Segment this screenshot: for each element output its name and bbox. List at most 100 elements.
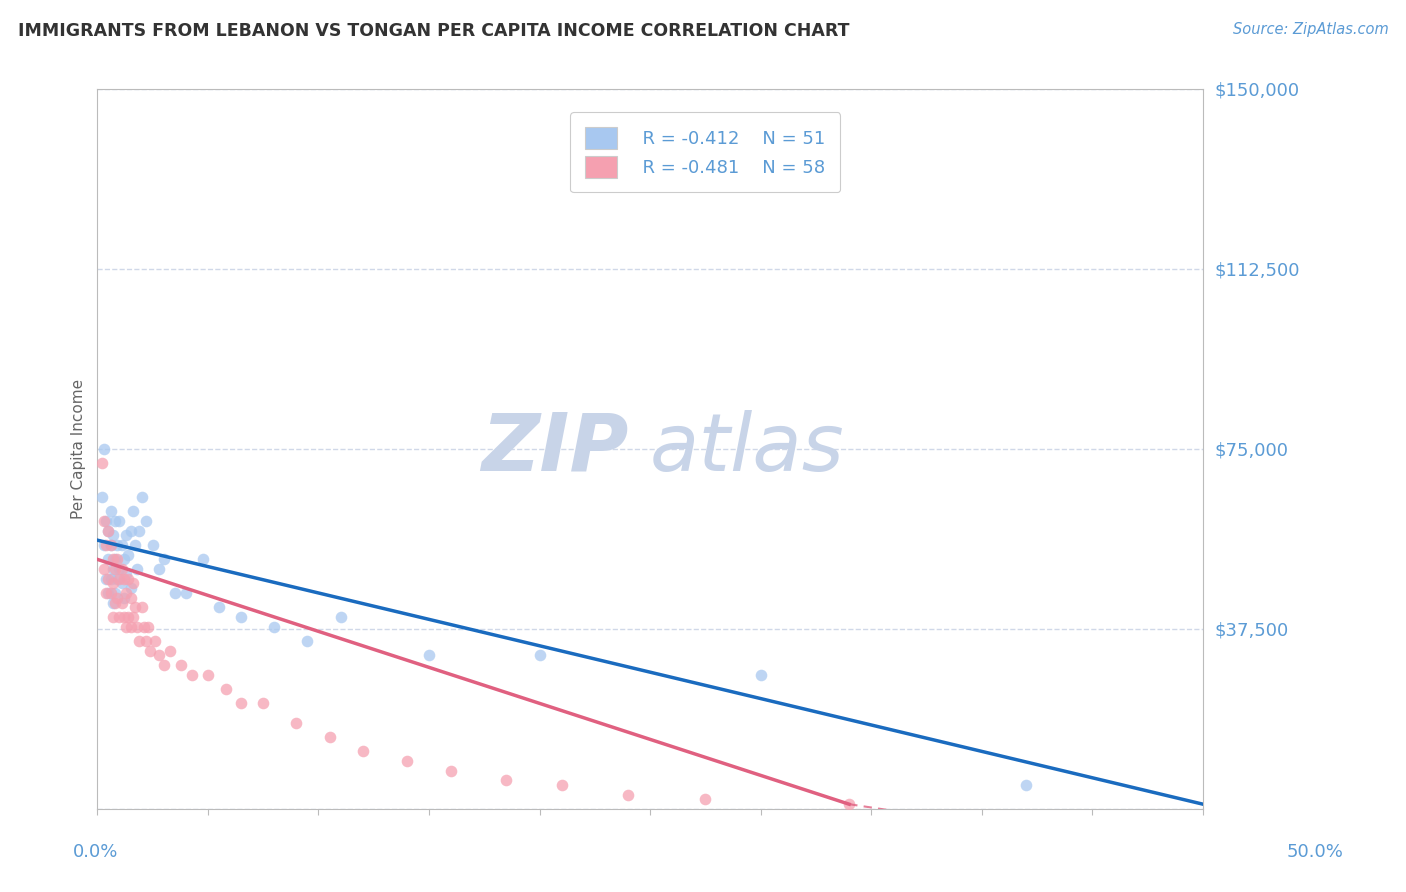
Point bbox=[101, 610, 124, 624]
Point bbox=[135, 514, 157, 528]
Point bbox=[100, 504, 122, 518]
Legend:   R = -0.412    N = 51,   R = -0.481    N = 58: R = -0.412 N = 51, R = -0.481 N = 58 bbox=[569, 112, 841, 193]
Point bbox=[174, 586, 197, 600]
Point bbox=[170, 657, 193, 672]
Point bbox=[101, 562, 124, 576]
Point bbox=[104, 562, 127, 576]
Point bbox=[121, 610, 143, 624]
Point bbox=[101, 552, 124, 566]
Point bbox=[96, 572, 118, 586]
Point bbox=[104, 514, 127, 528]
Point bbox=[329, 610, 352, 624]
Point bbox=[117, 610, 139, 624]
Point bbox=[117, 572, 139, 586]
Point bbox=[105, 591, 128, 605]
Point bbox=[395, 754, 418, 768]
Point bbox=[112, 552, 135, 566]
Point bbox=[115, 566, 138, 581]
Point bbox=[152, 552, 174, 566]
Point bbox=[100, 538, 122, 552]
Point bbox=[93, 538, 115, 552]
Point bbox=[139, 643, 162, 657]
Point bbox=[318, 730, 340, 744]
Point bbox=[115, 619, 138, 633]
Point bbox=[101, 528, 124, 542]
Point bbox=[128, 634, 150, 648]
Point bbox=[440, 764, 463, 778]
Point bbox=[131, 600, 153, 615]
Point bbox=[100, 586, 122, 600]
Point bbox=[101, 596, 124, 610]
Point bbox=[100, 538, 122, 552]
Point bbox=[97, 586, 120, 600]
Point bbox=[124, 538, 146, 552]
Point bbox=[197, 667, 219, 681]
Point bbox=[97, 524, 120, 538]
Point bbox=[127, 619, 149, 633]
Point bbox=[152, 657, 174, 672]
Point bbox=[111, 596, 134, 610]
Point bbox=[121, 576, 143, 591]
Point bbox=[128, 524, 150, 538]
Point bbox=[112, 610, 135, 624]
Point bbox=[93, 514, 115, 528]
Point bbox=[96, 538, 118, 552]
Point bbox=[96, 514, 118, 528]
Point bbox=[115, 586, 138, 600]
Point bbox=[148, 562, 170, 576]
Point bbox=[112, 572, 135, 586]
Point bbox=[132, 619, 155, 633]
Text: atlas: atlas bbox=[650, 410, 845, 488]
Point bbox=[181, 667, 204, 681]
Point bbox=[131, 490, 153, 504]
Point bbox=[97, 552, 120, 566]
Point bbox=[97, 572, 120, 586]
Point bbox=[108, 514, 131, 528]
Point bbox=[121, 504, 143, 518]
Point bbox=[229, 697, 252, 711]
Point bbox=[352, 744, 374, 758]
Point bbox=[285, 715, 308, 730]
Point bbox=[214, 681, 236, 696]
Point bbox=[263, 619, 285, 633]
Point bbox=[90, 490, 112, 504]
Point bbox=[104, 586, 127, 600]
Point bbox=[115, 528, 138, 542]
Point bbox=[418, 648, 440, 663]
Text: IMMIGRANTS FROM LEBANON VS TONGAN PER CAPITA INCOME CORRELATION CHART: IMMIGRANTS FROM LEBANON VS TONGAN PER CA… bbox=[18, 22, 849, 40]
Point bbox=[111, 576, 134, 591]
Point bbox=[749, 667, 772, 681]
Point bbox=[90, 456, 112, 470]
Point bbox=[208, 600, 231, 615]
Text: 0.0%: 0.0% bbox=[73, 843, 118, 861]
Point bbox=[143, 634, 166, 648]
Point bbox=[120, 619, 142, 633]
Point bbox=[695, 792, 717, 806]
Point bbox=[229, 610, 252, 624]
Point bbox=[117, 548, 139, 562]
Point bbox=[142, 538, 165, 552]
Point bbox=[159, 643, 181, 657]
Point bbox=[108, 572, 131, 586]
Point bbox=[1015, 778, 1038, 792]
Text: Source: ZipAtlas.com: Source: ZipAtlas.com bbox=[1233, 22, 1389, 37]
Point bbox=[93, 442, 115, 456]
Point bbox=[193, 552, 215, 566]
Point bbox=[101, 576, 124, 591]
Point bbox=[112, 591, 135, 605]
Point bbox=[120, 524, 142, 538]
Point bbox=[100, 572, 122, 586]
Point bbox=[96, 586, 118, 600]
Point bbox=[163, 586, 186, 600]
Point bbox=[104, 552, 127, 566]
Point bbox=[93, 562, 115, 576]
Point bbox=[136, 619, 159, 633]
Point bbox=[838, 797, 860, 812]
Point bbox=[111, 538, 134, 552]
Point bbox=[252, 697, 274, 711]
Point bbox=[127, 562, 149, 576]
Point bbox=[120, 591, 142, 605]
Point bbox=[105, 572, 128, 586]
Point bbox=[617, 788, 640, 802]
Y-axis label: Per Capita Income: Per Capita Income bbox=[72, 379, 86, 519]
